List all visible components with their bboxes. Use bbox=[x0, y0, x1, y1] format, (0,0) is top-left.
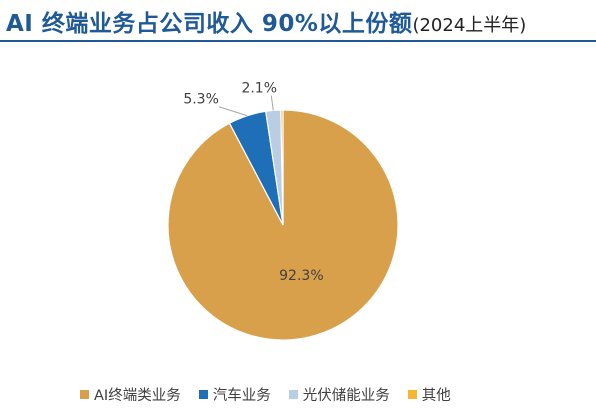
chart-title-sub: (2024上半年) bbox=[412, 15, 527, 36]
legend-swatch bbox=[198, 389, 208, 399]
title-underline bbox=[0, 40, 596, 42]
legend-swatch bbox=[407, 389, 417, 399]
chart-title: AI 终端业务占公司收入 90%以上份额(2024上半年) bbox=[6, 4, 590, 38]
data-label-1: 92.3% bbox=[279, 268, 323, 284]
legend-label: AI终端类业务 bbox=[94, 387, 181, 404]
leader-line-3 bbox=[270, 95, 274, 111]
legend: AI终端类业务 汽车业务 光伏储能业务 其他 bbox=[80, 383, 469, 405]
data-labels: 92.3% 5.3% 2.1% bbox=[183, 80, 323, 284]
chart-title-main: AI 终端业务占公司收入 90%以上份额 bbox=[6, 11, 413, 37]
pie-slice-4 bbox=[280, 109, 284, 226]
legend-item-2: 汽车业务 bbox=[198, 384, 271, 405]
leader-line-2 bbox=[218, 106, 248, 117]
pie-chart: 92.3% 5.3% 2.1% bbox=[167, 80, 399, 341]
legend-label: 其他 bbox=[421, 387, 451, 404]
legend-label: 汽车业务 bbox=[212, 387, 271, 404]
pie-slices bbox=[167, 109, 399, 341]
data-label-3: 2.1% bbox=[241, 80, 277, 96]
legend-item-1: AI终端类业务 bbox=[80, 384, 181, 405]
legend-item-3: 光伏储能业务 bbox=[288, 384, 390, 405]
legend-item-4: 其他 bbox=[407, 384, 451, 405]
legend-swatch bbox=[288, 389, 298, 399]
legend-swatch bbox=[80, 389, 89, 399]
leader-lines bbox=[218, 95, 274, 117]
legend-label: 光伏储能业务 bbox=[302, 387, 390, 404]
data-label-2: 5.3% bbox=[183, 92, 219, 108]
